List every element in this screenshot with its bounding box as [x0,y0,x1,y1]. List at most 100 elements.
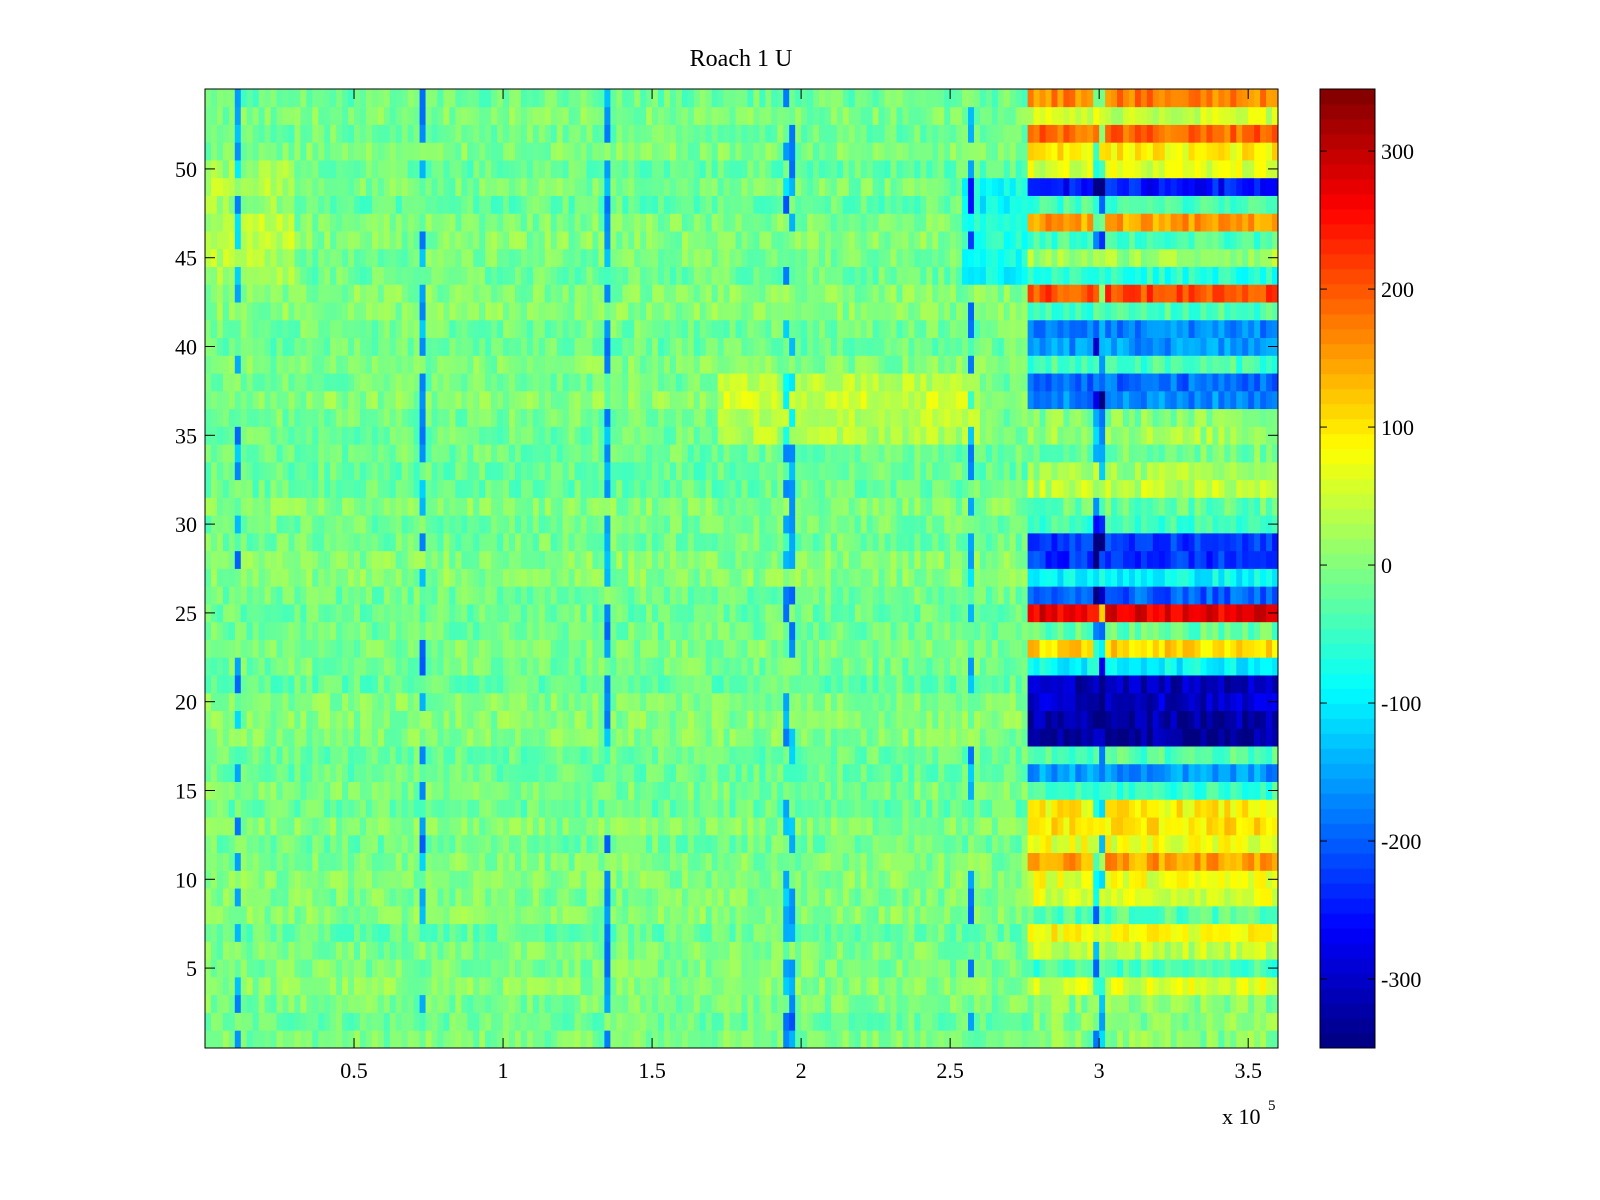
heatmap-cell [884,550,891,569]
heatmap-cell [842,586,850,605]
heatmap-cell [270,1030,277,1049]
heatmap-cell [1158,639,1166,658]
heatmap-cell [1069,586,1076,605]
heatmap-cell [741,994,748,1013]
heatmap-cell [538,905,546,925]
heatmap-cell [1254,834,1261,854]
heatmap-cell [491,852,498,871]
heatmap-cell [210,852,218,871]
heatmap-cell [485,976,492,996]
heatmap-cell [1027,1030,1034,1049]
heatmap-cell [1063,799,1070,818]
heatmap-cell [205,746,212,765]
heatmap-cell [1158,604,1166,623]
heatmap-cell [884,888,891,907]
heatmap-cell [1015,728,1023,747]
heatmap-cell [735,568,742,587]
heatmap-cell [729,852,736,871]
heatmap-cell [884,852,891,871]
heatmap-cell [1254,710,1261,729]
heatmap-cell [711,675,719,694]
heatmap-cell [848,675,856,694]
heatmap-cell [664,1012,671,1031]
heatmap-cell [455,586,462,605]
heatmap-cell [777,639,784,658]
heatmap-cell [997,728,1005,747]
heatmap-cell [783,604,790,623]
heatmap-cell [413,746,420,765]
heatmap-cell [330,799,337,818]
heatmap-cell [675,657,683,676]
heatmap-cell [1093,781,1100,800]
heatmap-cell [568,941,575,960]
heatmap-cell [324,852,331,871]
heatmap-cell [985,604,993,623]
heatmap-cell [985,941,993,960]
heatmap-cell [216,746,224,765]
heatmap-cell [395,746,403,765]
heatmap-cell [1021,976,1029,996]
heatmap-cell [878,763,885,783]
heatmap-cell [783,550,790,569]
heatmap-cell [532,586,540,605]
heatmap-cell [413,834,420,854]
heatmap-cell [324,746,331,765]
heatmap-cell [1105,586,1112,605]
heatmap-cell [449,763,456,783]
heatmap-cell [592,639,599,658]
heatmap-cell [1260,888,1267,907]
heatmap-cell [407,604,415,623]
heatmap-cell [348,639,355,658]
heatmap-cell [550,888,558,907]
heatmap-cell [1039,710,1046,729]
heatmap-cell [1194,604,1201,623]
heatmap-cell [210,1030,218,1049]
heatmap-cell [634,1030,641,1049]
heatmap-cell [389,550,397,569]
heatmap-cell [592,941,599,960]
heatmap-cell [1230,870,1237,889]
heatmap-cell [669,799,677,818]
heatmap-cell [681,959,689,978]
heatmap-cell [628,621,635,640]
heatmap-cell [681,586,689,605]
heatmap-cell [991,870,999,889]
heatmap-cell [485,550,492,569]
heatmap-cell [431,639,438,658]
heatmap-cell [1242,692,1249,711]
heatmap-cell [1206,657,1213,676]
heatmap-cell [598,870,605,889]
heatmap-cell [765,888,772,907]
heatmap-cell [842,1012,850,1031]
heatmap-cell [1182,1012,1189,1031]
heatmap-cell [1105,728,1112,747]
heatmap-cell [646,852,653,871]
heatmap-cell [628,941,635,960]
heatmap-cell [467,604,474,623]
heatmap-cell [264,550,271,569]
heatmap-cell [1087,639,1094,658]
heatmap-cell [276,994,283,1013]
heatmap-cell [538,817,546,836]
heatmap-cell [473,888,480,907]
heatmap-cell [735,586,742,605]
heatmap-cell [431,692,438,711]
heatmap-cell [252,976,260,996]
heatmap-cell [669,746,677,765]
heatmap-cell [526,550,534,569]
heatmap-cell [1242,959,1249,978]
heatmap-cell [1093,870,1100,889]
heatmap-cell [377,710,385,729]
heatmap-cell [455,834,462,854]
heatmap-cell [1128,604,1136,623]
heatmap-cell [1140,941,1148,960]
heatmap-cell [413,923,420,942]
heatmap-cell [693,994,701,1013]
heatmap-cell [383,604,391,623]
heatmap-cell [1146,1012,1154,1031]
heatmap-cell [276,905,283,925]
heatmap-cell [1117,710,1124,729]
heatmap-cell [1051,746,1058,765]
heatmap-cell [252,710,260,729]
heatmap-cell [550,923,558,942]
